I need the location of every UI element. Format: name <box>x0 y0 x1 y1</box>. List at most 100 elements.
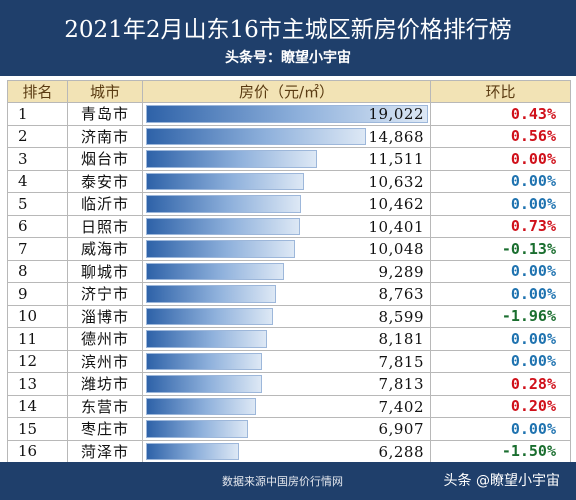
rank-cell: 6 <box>7 214 68 238</box>
price-bar <box>146 352 262 370</box>
price-cell: 8,763 <box>142 282 431 306</box>
price-cell: 10,048 <box>142 237 431 261</box>
price-cell: 7,402 <box>142 394 431 418</box>
rank-cell: 12 <box>7 349 68 373</box>
price-bar <box>146 240 295 258</box>
ratio-cell: 0.00% <box>430 417 571 441</box>
table-row: 11 德州市 8,181 0.00% <box>7 327 571 351</box>
price-bar <box>146 307 273 325</box>
price-bar <box>146 420 248 438</box>
ratio-cell: -0.13% <box>430 237 571 261</box>
rank-cell: 16 <box>7 439 68 463</box>
price-value: 7,815 <box>378 352 424 371</box>
price-value: 8,181 <box>378 330 424 348</box>
price-cell: 10,632 <box>142 169 431 193</box>
price-value: 8,763 <box>378 285 424 303</box>
price-bar <box>146 195 301 213</box>
price-bar <box>146 285 276 303</box>
rank-cell: 9 <box>7 282 68 306</box>
ratio-cell: -1.96% <box>430 304 571 328</box>
watermark: 头条 @瞭望小宇宙 <box>443 473 560 489</box>
ratio-cell: 0.00% <box>430 192 571 216</box>
price-value: 6,907 <box>378 420 424 438</box>
table-row: 10 淄博市 8,599 -1.96% <box>7 304 571 328</box>
city-cell: 东营市 <box>67 394 143 418</box>
rank-cell: 2 <box>7 124 68 148</box>
ratio-cell: 0.00% <box>430 327 571 351</box>
city-cell: 泰安市 <box>67 169 143 193</box>
table-row: 6 日照市 10,401 0.73% <box>7 214 571 238</box>
price-bar <box>146 262 284 280</box>
price-value: 6,288 <box>378 442 424 461</box>
city-cell: 济宁市 <box>67 282 143 306</box>
price-bar <box>146 217 300 235</box>
price-cell: 7,815 <box>142 349 431 373</box>
city-cell: 淄博市 <box>67 304 143 328</box>
rank-cell: 10 <box>7 304 68 328</box>
ratio-cell: 0.00% <box>430 259 571 283</box>
price-ranking-table: 排名 城市 房价（元/㎡） 环比 1 青岛市 19,022 0.43% 2 济南市 14,8… <box>7 80 571 463</box>
table-row: 15 枣庄市 6,907 0.00% <box>7 417 571 441</box>
title-banner: 2021年2月山东16市主城区新房价格排行榜 头条号：瞭望小宇宙 <box>0 0 576 76</box>
price-value: 14,868 <box>368 127 424 146</box>
column-header-price: 房价（元/㎡） <box>142 80 431 103</box>
ratio-cell: 0.00% <box>430 349 571 373</box>
ratio-cell: 0.20% <box>430 394 571 418</box>
rank-cell: 8 <box>7 259 68 283</box>
price-value: 10,401 <box>368 217 424 236</box>
page-title: 2021年2月山东16市主城区新房价格排行榜 <box>64 17 512 43</box>
table-row: 14 东营市 7,402 0.20% <box>7 394 571 418</box>
price-cell: 7,813 <box>142 372 431 396</box>
ratio-cell: -1.50% <box>430 439 571 463</box>
table-row: 1 青岛市 19,022 0.43% <box>7 102 571 126</box>
city-cell: 菏泽市 <box>67 439 143 463</box>
table-row: 5 临沂市 10,462 0.00% <box>7 192 571 216</box>
ratio-cell: 0.43% <box>430 102 571 126</box>
city-cell: 济南市 <box>67 124 143 148</box>
rank-cell: 4 <box>7 169 68 193</box>
table-row: 12 滨州市 7,815 0.00% <box>7 349 571 373</box>
price-cell: 10,401 <box>142 214 431 238</box>
table-row: 7 威海市 10,048 -0.13% <box>7 237 571 261</box>
price-cell: 19,022 <box>142 102 431 126</box>
price-cell: 9,289 <box>142 259 431 283</box>
table-row: 9 济宁市 8,763 0.00% <box>7 282 571 306</box>
column-header-rank: 排名 <box>7 80 68 103</box>
price-value: 19,022 <box>368 105 424 123</box>
price-cell: 8,181 <box>142 327 431 351</box>
table-row: 13 潍坊市 7,813 0.28% <box>7 372 571 396</box>
column-header-ratio: 环比 <box>430 80 571 103</box>
price-value: 9,289 <box>378 262 424 281</box>
price-bar <box>146 442 239 460</box>
rank-cell: 11 <box>7 327 68 351</box>
city-cell: 威海市 <box>67 237 143 261</box>
table-row: 2 济南市 14,868 0.56% <box>7 124 571 148</box>
city-cell: 滨州市 <box>67 349 143 373</box>
rank-cell: 14 <box>7 394 68 418</box>
price-value: 10,048 <box>368 240 424 258</box>
city-cell: 日照市 <box>67 214 143 238</box>
data-source-note: 数据来源中国房价行情网 <box>222 475 343 488</box>
city-cell: 临沂市 <box>67 192 143 216</box>
price-bar <box>146 330 267 348</box>
price-bar <box>146 375 262 393</box>
ratio-cell: 0.56% <box>430 124 571 148</box>
ratio-cell: 0.28% <box>430 372 571 396</box>
rank-cell: 3 <box>7 147 68 171</box>
price-bar <box>146 172 304 190</box>
price-value: 10,462 <box>368 195 424 213</box>
price-value: 7,813 <box>378 375 424 393</box>
page-subtitle: 头条号：瞭望小宇宙 <box>225 50 351 66</box>
price-value: 10,632 <box>368 172 424 191</box>
price-bar <box>146 150 317 168</box>
city-cell: 青岛市 <box>67 102 143 126</box>
price-cell: 6,907 <box>142 417 431 441</box>
rank-cell: 1 <box>7 102 68 126</box>
ratio-cell: 0.00% <box>430 282 571 306</box>
table-row: 3 烟台市 11,511 0.00% <box>7 147 571 171</box>
price-value: 11,511 <box>368 150 424 168</box>
ratio-cell: 0.00% <box>430 147 571 171</box>
price-cell: 11,511 <box>142 147 431 171</box>
city-cell: 烟台市 <box>67 147 143 171</box>
price-cell: 14,868 <box>142 124 431 148</box>
